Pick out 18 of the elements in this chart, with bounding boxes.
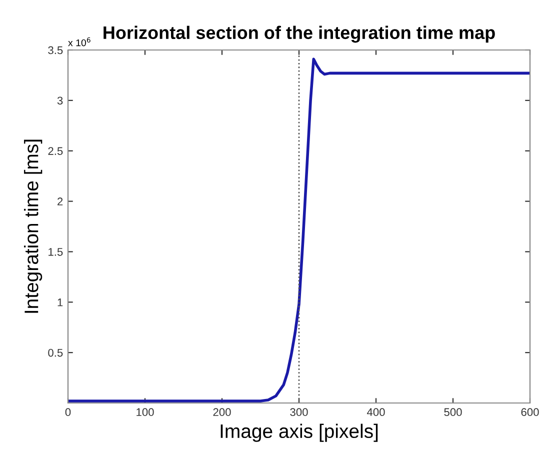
- x-tick-label: 0: [65, 408, 71, 416]
- y-tick-label: 3.5: [48, 46, 63, 54]
- y-tick-label: 3: [57, 96, 63, 105]
- y-tick-label: 1: [58, 298, 63, 306]
- x-tick-label: 300: [290, 408, 308, 416]
- x-tick-label: 100: [136, 408, 154, 416]
- x-tick-label: 400: [366, 408, 385, 416]
- y-tick-label: 0.5: [48, 348, 63, 357]
- x-tick-label: 500: [444, 408, 462, 416]
- x-axis-title: Image axis [pixels]: [220, 424, 378, 442]
- x-tick-label: 600: [521, 408, 539, 416]
- y-tick-label: 2.5: [48, 147, 63, 155]
- y-tick-label: 1.5: [48, 248, 63, 256]
- x-tick-label: 200: [213, 408, 231, 416]
- text: x 10$^{6}$: [68, 37, 90, 46]
- y-axis-title: Integration time [ms]: [24, 140, 42, 313]
- chart-title: Horizontal section of the integration time map: [104, 26, 495, 43]
- y-tick-label: 2: [58, 198, 63, 206]
